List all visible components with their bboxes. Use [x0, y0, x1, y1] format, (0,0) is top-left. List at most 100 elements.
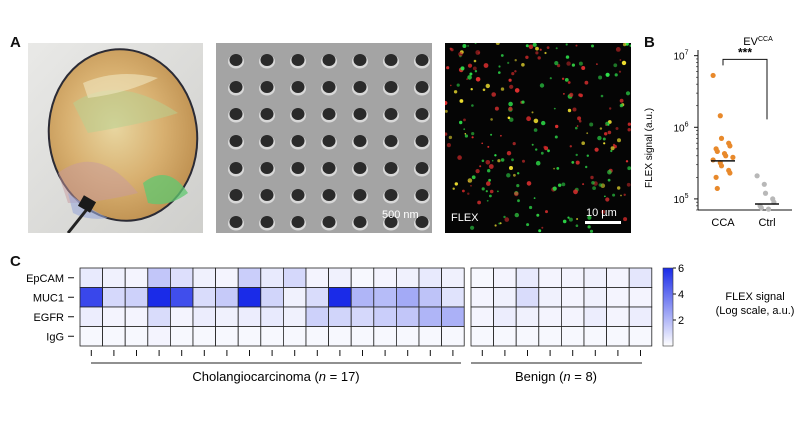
- ev-dot: [538, 229, 542, 233]
- heatmap-cell: [79, 287, 104, 308]
- ev-dot: [535, 46, 539, 51]
- fluor-scale-bar: [585, 221, 621, 224]
- ev-dot: [500, 54, 504, 57]
- nanohole: [229, 108, 243, 120]
- ev-dot: [581, 141, 585, 145]
- nanohole: [260, 216, 274, 228]
- ev-dot: [569, 145, 572, 148]
- scatter-point-ctrl: [754, 173, 760, 179]
- wafer-illustration: [28, 43, 203, 233]
- heatmap-cell: [328, 306, 352, 327]
- heatmap-row-label: EGFR: [33, 312, 64, 324]
- nanohole: [415, 54, 429, 66]
- group-label-cca: Cholangiocarcinoma (n = 17): [192, 369, 359, 384]
- ev-dot: [619, 98, 624, 103]
- ev-dot: [617, 186, 621, 190]
- heatmap-cell: [395, 267, 420, 288]
- scatter-category-label: Ctrl: [758, 217, 775, 229]
- nanohole: [353, 189, 367, 201]
- ev-dot: [563, 93, 565, 95]
- scatter-point-ctrl: [762, 190, 769, 196]
- ev-dot: [446, 143, 451, 148]
- ev-dot: [592, 186, 596, 191]
- ev-dot: [556, 167, 560, 170]
- heatmap-cell: [470, 267, 495, 288]
- ev-dot: [607, 178, 611, 182]
- heatmap-cell: [515, 306, 540, 327]
- ev-dot: [495, 43, 500, 45]
- heatmap-cell: [606, 326, 630, 347]
- ev-dot: [535, 148, 538, 151]
- scatter-point-cca: [730, 154, 736, 160]
- ev-dot: [504, 217, 510, 222]
- nanohole: [415, 216, 429, 228]
- ev-dot: [549, 77, 552, 80]
- fluor-scale-label: 10 µm: [586, 207, 617, 219]
- ev-dot: [572, 107, 577, 112]
- nanohole: [415, 135, 429, 147]
- nanohole: [260, 108, 274, 120]
- ev-dot: [625, 160, 629, 163]
- heatmap-cell: [305, 267, 330, 288]
- ev-dot: [533, 128, 538, 132]
- heatmap-cell: [561, 287, 585, 308]
- ev-dot: [552, 186, 557, 191]
- ev-dot: [445, 100, 448, 106]
- ev-dot: [514, 59, 517, 62]
- ev-dot: [460, 66, 465, 71]
- scatter-category-label: CCA: [711, 217, 735, 229]
- ev-dot: [600, 94, 604, 98]
- sem-scale-label: 500 nm: [382, 209, 419, 221]
- scatter-point-cca: [714, 185, 720, 192]
- nanohole: [291, 189, 305, 201]
- heatmap-cell: [441, 326, 465, 347]
- ev-dot: [565, 43, 568, 46]
- ev-dot: [463, 128, 466, 131]
- heatmap-cell: [215, 306, 239, 327]
- ev-dot: [467, 75, 472, 80]
- ev-dot: [607, 130, 612, 135]
- ev-dot: [612, 193, 616, 197]
- heatmap-cell: [628, 326, 653, 347]
- ev-dot: [597, 135, 602, 141]
- ev-dot: [587, 215, 592, 220]
- heatmap-cell: [561, 267, 585, 288]
- heatmap-cell: [606, 287, 630, 308]
- ev-dot: [604, 132, 608, 136]
- heatmap-cell: [373, 267, 397, 288]
- ev-dot: [621, 60, 627, 66]
- heatmap-cell: [628, 267, 653, 288]
- ev-dot: [521, 63, 525, 67]
- ev-dot: [488, 178, 491, 182]
- scatter-point-ctrl: [758, 205, 764, 211]
- ev-dot: [511, 72, 515, 76]
- heatmap-cell: [260, 326, 284, 347]
- scatter-point-cca: [710, 72, 716, 79]
- colorbar: [662, 267, 674, 347]
- heatmap-row-label: EpCAM: [26, 273, 64, 285]
- ev-dot: [573, 189, 578, 195]
- nanohole: [322, 54, 336, 66]
- heatmap-cell: [192, 287, 217, 308]
- ev-dot: [603, 142, 606, 145]
- nanohole: [291, 162, 305, 174]
- ev-dot: [500, 158, 505, 162]
- ev-dot: [575, 126, 578, 130]
- ev-dot: [553, 167, 555, 170]
- ev-dot: [498, 71, 501, 74]
- heatmap-cell: [470, 287, 495, 308]
- ev-dot: [471, 132, 475, 136]
- nanohole: [260, 81, 274, 93]
- heatmap-cell: [169, 306, 194, 327]
- ev-dot: [458, 51, 463, 57]
- heatmap-cell: [350, 326, 375, 347]
- heatmap-cell: [192, 306, 217, 327]
- scatter-chart: EVCCA FLEX signal (a.u.) 105 106 107 CCA Ctr…: [644, 36, 792, 229]
- heatmap-cell: [395, 287, 420, 308]
- ev-signal-dots: [445, 43, 631, 233]
- heatmap-cell: [237, 287, 262, 308]
- colorbar-tick-label: 2: [678, 315, 684, 327]
- ev-dot: [567, 108, 572, 113]
- nanohole: [353, 108, 367, 120]
- heatmap-chart: EpCAM MUC1 EGFR IgG 2 4 6 FLEX signal (Log sc…: [26, 263, 794, 384]
